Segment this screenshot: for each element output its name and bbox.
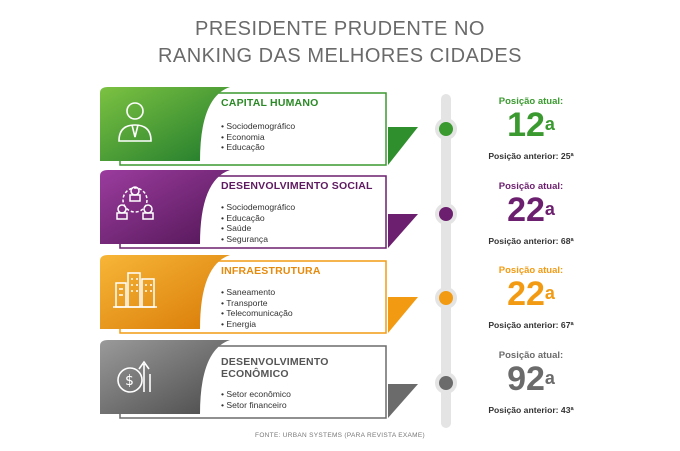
category-title: DESENVOLVIMENTO ECONÔMICO xyxy=(221,356,329,380)
rank-number: 92a xyxy=(507,360,555,398)
timeline-dot xyxy=(435,203,457,225)
list-item: Setor econômico xyxy=(221,389,291,400)
list-item: Setor financeiro xyxy=(221,400,291,411)
rank-label: Posição atual: xyxy=(498,96,564,107)
previous-rank: Posição anterior: 43ª xyxy=(488,405,574,415)
rank-label: Posição atual: xyxy=(498,265,564,276)
list-item: Sociodemográfico xyxy=(221,202,295,213)
rank-desenvolvimento-economico: Posição atual: 92a Posição anterior: 43ª xyxy=(476,350,586,415)
timeline-track xyxy=(441,94,451,428)
category-title: CAPITAL HUMANO xyxy=(221,97,319,109)
source-note: FONTE: URBAN SYSTEMS (PARA REVISTA EXAME… xyxy=(255,432,425,439)
title-line-1: PRESIDENTE PRUDENTE NO xyxy=(195,18,485,40)
rank-number: 22a xyxy=(507,275,555,313)
list-item: Sociodemográfico xyxy=(221,121,295,132)
list-item: Educação xyxy=(221,213,295,224)
card-capital-humano: CAPITAL HUMANO Sociodemográfico Economia… xyxy=(100,87,418,166)
list-item: Telecomunicação xyxy=(221,308,292,319)
people-network-icon xyxy=(116,186,154,220)
category-items: Sociodemográfico Economia Educação xyxy=(221,121,295,153)
category-title: DESENVOLVIMENTO SOCIAL xyxy=(221,180,373,192)
rank-label: Posição atual: xyxy=(498,350,564,361)
timeline-dot xyxy=(435,118,457,140)
rank-desenvolvimento-social: Posição atual: 22a Posição anterior: 68ª xyxy=(476,181,586,246)
previous-rank: Posição anterior: 67ª xyxy=(488,320,574,330)
svg-text:$: $ xyxy=(125,373,134,389)
card-desenvolvimento-social: DESENVOLVIMENTO SOCIAL Sociodemográfico … xyxy=(100,170,418,249)
list-item: Saúde xyxy=(221,223,295,234)
previous-rank: Posição anterior: 68ª xyxy=(488,236,574,246)
list-item: Saneamento xyxy=(221,287,293,298)
person-icon xyxy=(118,102,152,142)
list-item: Educação xyxy=(221,142,295,153)
rank-label: Posição atual: xyxy=(498,181,564,192)
category-items: Saneamento Transporte Telecomunicação En… xyxy=(221,287,293,330)
list-item: Transporte xyxy=(221,298,293,309)
card-desenvolvimento-economico: $ DESENVOLVIMENTO ECONÔMICO Setor econôm… xyxy=(100,340,418,419)
title-line-2: RANKING DAS MELHORES CIDADES xyxy=(157,45,523,67)
card-background xyxy=(100,170,418,249)
timeline-dot xyxy=(435,372,457,394)
category-items: Setor econômico Setor financeiro xyxy=(221,389,291,410)
rank-number: 12a xyxy=(507,106,555,144)
money-growth-icon: $ xyxy=(117,360,151,393)
rank-number: 22a xyxy=(507,191,555,229)
timeline-dot xyxy=(435,287,457,309)
card-background xyxy=(100,87,418,166)
rank-capital-humano: Posição atual: 12a Posição anterior: 25ª xyxy=(476,96,586,161)
previous-rank: Posição anterior: 25ª xyxy=(488,151,574,161)
rank-infraestrutura: Posição atual: 22a Posição anterior: 67ª xyxy=(476,265,586,330)
card-infraestrutura: INFRAESTRUTURA Saneamento Transporte Tel… xyxy=(100,255,418,334)
list-item: Economia xyxy=(221,132,295,143)
city-buildings-icon xyxy=(113,272,157,308)
list-item: Segurança xyxy=(221,234,295,245)
category-title: INFRAESTRUTURA xyxy=(221,265,321,277)
list-item: Energia xyxy=(221,319,293,330)
category-items: Sociodemográfico Educação Saúde Seguranç… xyxy=(221,202,295,244)
